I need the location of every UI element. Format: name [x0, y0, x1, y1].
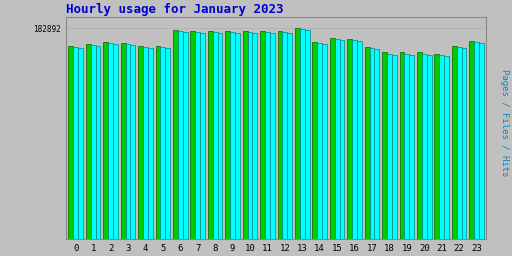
Bar [243, 31, 248, 239]
Bar [96, 46, 100, 239]
Bar [195, 32, 200, 239]
Text: Hourly usage for January 2023: Hourly usage for January 2023 [66, 3, 284, 16]
Bar [86, 44, 91, 239]
Bar [335, 39, 339, 239]
Bar [479, 43, 484, 239]
Bar [190, 31, 195, 239]
Bar [165, 48, 170, 239]
Bar [426, 55, 432, 239]
Bar [69, 46, 73, 239]
Bar [374, 49, 379, 239]
Bar [399, 52, 404, 239]
Bar [470, 41, 474, 239]
Bar [143, 47, 148, 239]
Bar [225, 31, 230, 239]
Bar [422, 54, 426, 239]
Bar [252, 33, 258, 239]
Bar [125, 44, 131, 239]
Bar [230, 32, 235, 239]
Text: Pages / Files / Hits: Pages / Files / Hits [500, 69, 509, 177]
Bar [387, 54, 392, 239]
Bar [439, 55, 444, 239]
Bar [283, 32, 287, 239]
Bar [103, 42, 108, 239]
Bar [322, 44, 327, 239]
Bar [295, 28, 300, 239]
Bar [138, 46, 143, 239]
Bar [392, 55, 397, 239]
Bar [409, 55, 414, 239]
Bar [347, 39, 352, 239]
Bar [357, 41, 362, 239]
Bar [287, 33, 292, 239]
Bar [218, 33, 222, 239]
Bar [452, 46, 457, 239]
Bar [365, 47, 370, 239]
Bar [260, 31, 265, 239]
Bar [212, 32, 218, 239]
Bar [200, 33, 205, 239]
Bar [208, 31, 212, 239]
Bar [317, 43, 322, 239]
Bar [278, 31, 283, 239]
Bar [270, 33, 275, 239]
Bar [305, 30, 310, 239]
Bar [312, 42, 317, 239]
Bar [160, 47, 165, 239]
Bar [148, 48, 153, 239]
Bar [330, 38, 335, 239]
Bar [121, 43, 125, 239]
Bar [370, 48, 374, 239]
Bar [382, 52, 387, 239]
Bar [339, 40, 345, 239]
Bar [474, 42, 479, 239]
Bar [462, 48, 466, 239]
Bar [183, 32, 187, 239]
Bar [417, 52, 422, 239]
Bar [91, 45, 96, 239]
Bar [444, 56, 449, 239]
Bar [352, 40, 357, 239]
Bar [265, 32, 270, 239]
Bar [235, 33, 240, 239]
Bar [178, 31, 183, 239]
Bar [434, 54, 439, 239]
Bar [457, 47, 462, 239]
Bar [404, 54, 409, 239]
Bar [78, 48, 83, 239]
Bar [173, 30, 178, 239]
Bar [248, 32, 252, 239]
Bar [73, 47, 78, 239]
Bar [108, 43, 113, 239]
Bar [156, 46, 160, 239]
Bar [300, 29, 305, 239]
Bar [131, 45, 135, 239]
Bar [113, 44, 118, 239]
